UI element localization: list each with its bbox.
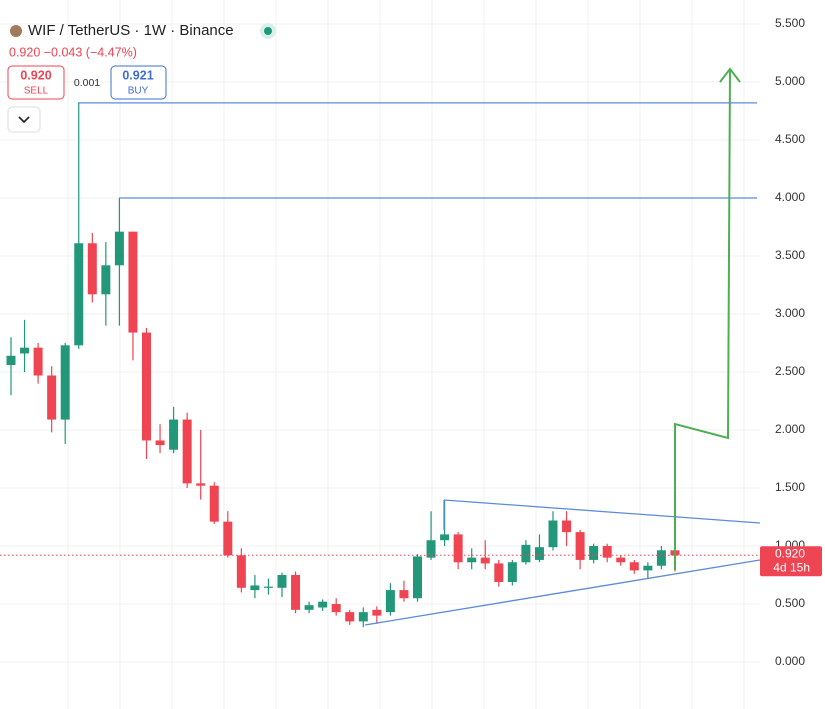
- spread: 0.001: [74, 77, 100, 89]
- candle-body: [101, 265, 111, 295]
- logo: [10, 25, 22, 37]
- candle-body: [494, 563, 504, 582]
- candle-body: [548, 520, 558, 548]
- candle-body: [291, 575, 301, 610]
- buy-button[interactable]: [110, 65, 167, 100]
- candle-body: [507, 562, 517, 582]
- vertical-grid: [0, 0, 760, 709]
- candle-body: [643, 565, 653, 571]
- candle-body: [155, 440, 165, 446]
- candle-body: [87, 243, 97, 295]
- candle-body: [562, 520, 572, 533]
- candle-body: [263, 586, 273, 588]
- y-tick-label: 4.000: [775, 190, 805, 204]
- candle-body: [575, 532, 585, 560]
- triangle-lower: [364, 559, 761, 626]
- candle-body: [385, 590, 395, 613]
- candle-body: [47, 375, 57, 420]
- candle-body: [534, 547, 544, 560]
- candle-body: [480, 557, 490, 564]
- candle-body: [399, 590, 409, 599]
- plot: [6, 102, 680, 628]
- countdown: 4d 15h: [773, 560, 810, 574]
- quote: 0.920 −0.043 (−4.47%): [9, 45, 137, 59]
- candle-body: [453, 534, 463, 563]
- buy-price: 0.921: [122, 68, 153, 82]
- last-price-box: [760, 546, 822, 577]
- candle-body: [182, 419, 192, 484]
- candle-body: [426, 540, 436, 558]
- candle-body: [602, 546, 612, 558]
- last-price-label: 0.920: [775, 546, 805, 560]
- y-tick-label: 4.500: [775, 132, 805, 146]
- candle-body: [209, 485, 219, 522]
- dropdown-icon: [18, 116, 30, 124]
- candle-body: [616, 557, 626, 563]
- candle-body: [372, 609, 382, 616]
- candle-body: [331, 604, 341, 613]
- y-tick-label: 0.000: [775, 654, 805, 668]
- candle-body: [656, 550, 666, 566]
- candle-body: [304, 605, 314, 610]
- sell-price: 0.920: [20, 68, 51, 82]
- candle-body: [114, 231, 124, 266]
- candle-body: [277, 575, 287, 588]
- buy-label: BUY: [128, 86, 149, 97]
- y-tick-label: 3.500: [775, 248, 805, 262]
- triangle-upper: [443, 499, 761, 524]
- y-tick-label: 1.500: [775, 480, 805, 494]
- candle-body: [629, 562, 639, 571]
- candle-body: [358, 612, 368, 622]
- y-tick-label: 2.500: [775, 364, 805, 378]
- y-tick-label: 3.000: [775, 306, 805, 320]
- y-tick-label: 2.000: [775, 422, 805, 436]
- y-tick-label: 0.500: [775, 596, 805, 610]
- status-dot: [264, 27, 272, 35]
- candle-body: [223, 521, 233, 556]
- candle-body: [467, 557, 477, 563]
- candle-body: [74, 243, 84, 346]
- arrow-head: [719, 67, 741, 83]
- sell-button[interactable]: [7, 65, 65, 100]
- candle-body: [250, 585, 260, 591]
- candle-body: [589, 546, 599, 560]
- candle-body: [128, 231, 138, 333]
- candle-body: [318, 601, 328, 608]
- y-tick-label: 5.000: [775, 74, 805, 88]
- candle-body: [521, 544, 531, 563]
- projection-arrow: [674, 69, 731, 570]
- candle-body: [440, 534, 450, 541]
- chart-title: WIF / TetherUS · 1W · Binance: [28, 22, 234, 39]
- candle-body: [196, 483, 206, 486]
- candle-body: [345, 612, 355, 622]
- candle-body: [33, 347, 43, 376]
- candle-body: [236, 555, 246, 588]
- candle-body: [20, 347, 30, 354]
- dropdown[interactable]: [7, 106, 41, 133]
- candle-body: [413, 556, 422, 599]
- candle-body: [169, 419, 179, 450]
- y-tick-label: 5.500: [775, 16, 805, 30]
- candle-body: [142, 332, 151, 441]
- sell-label: SELL: [24, 86, 49, 97]
- candle-body: [6, 355, 16, 366]
- candle-body: [60, 345, 70, 420]
